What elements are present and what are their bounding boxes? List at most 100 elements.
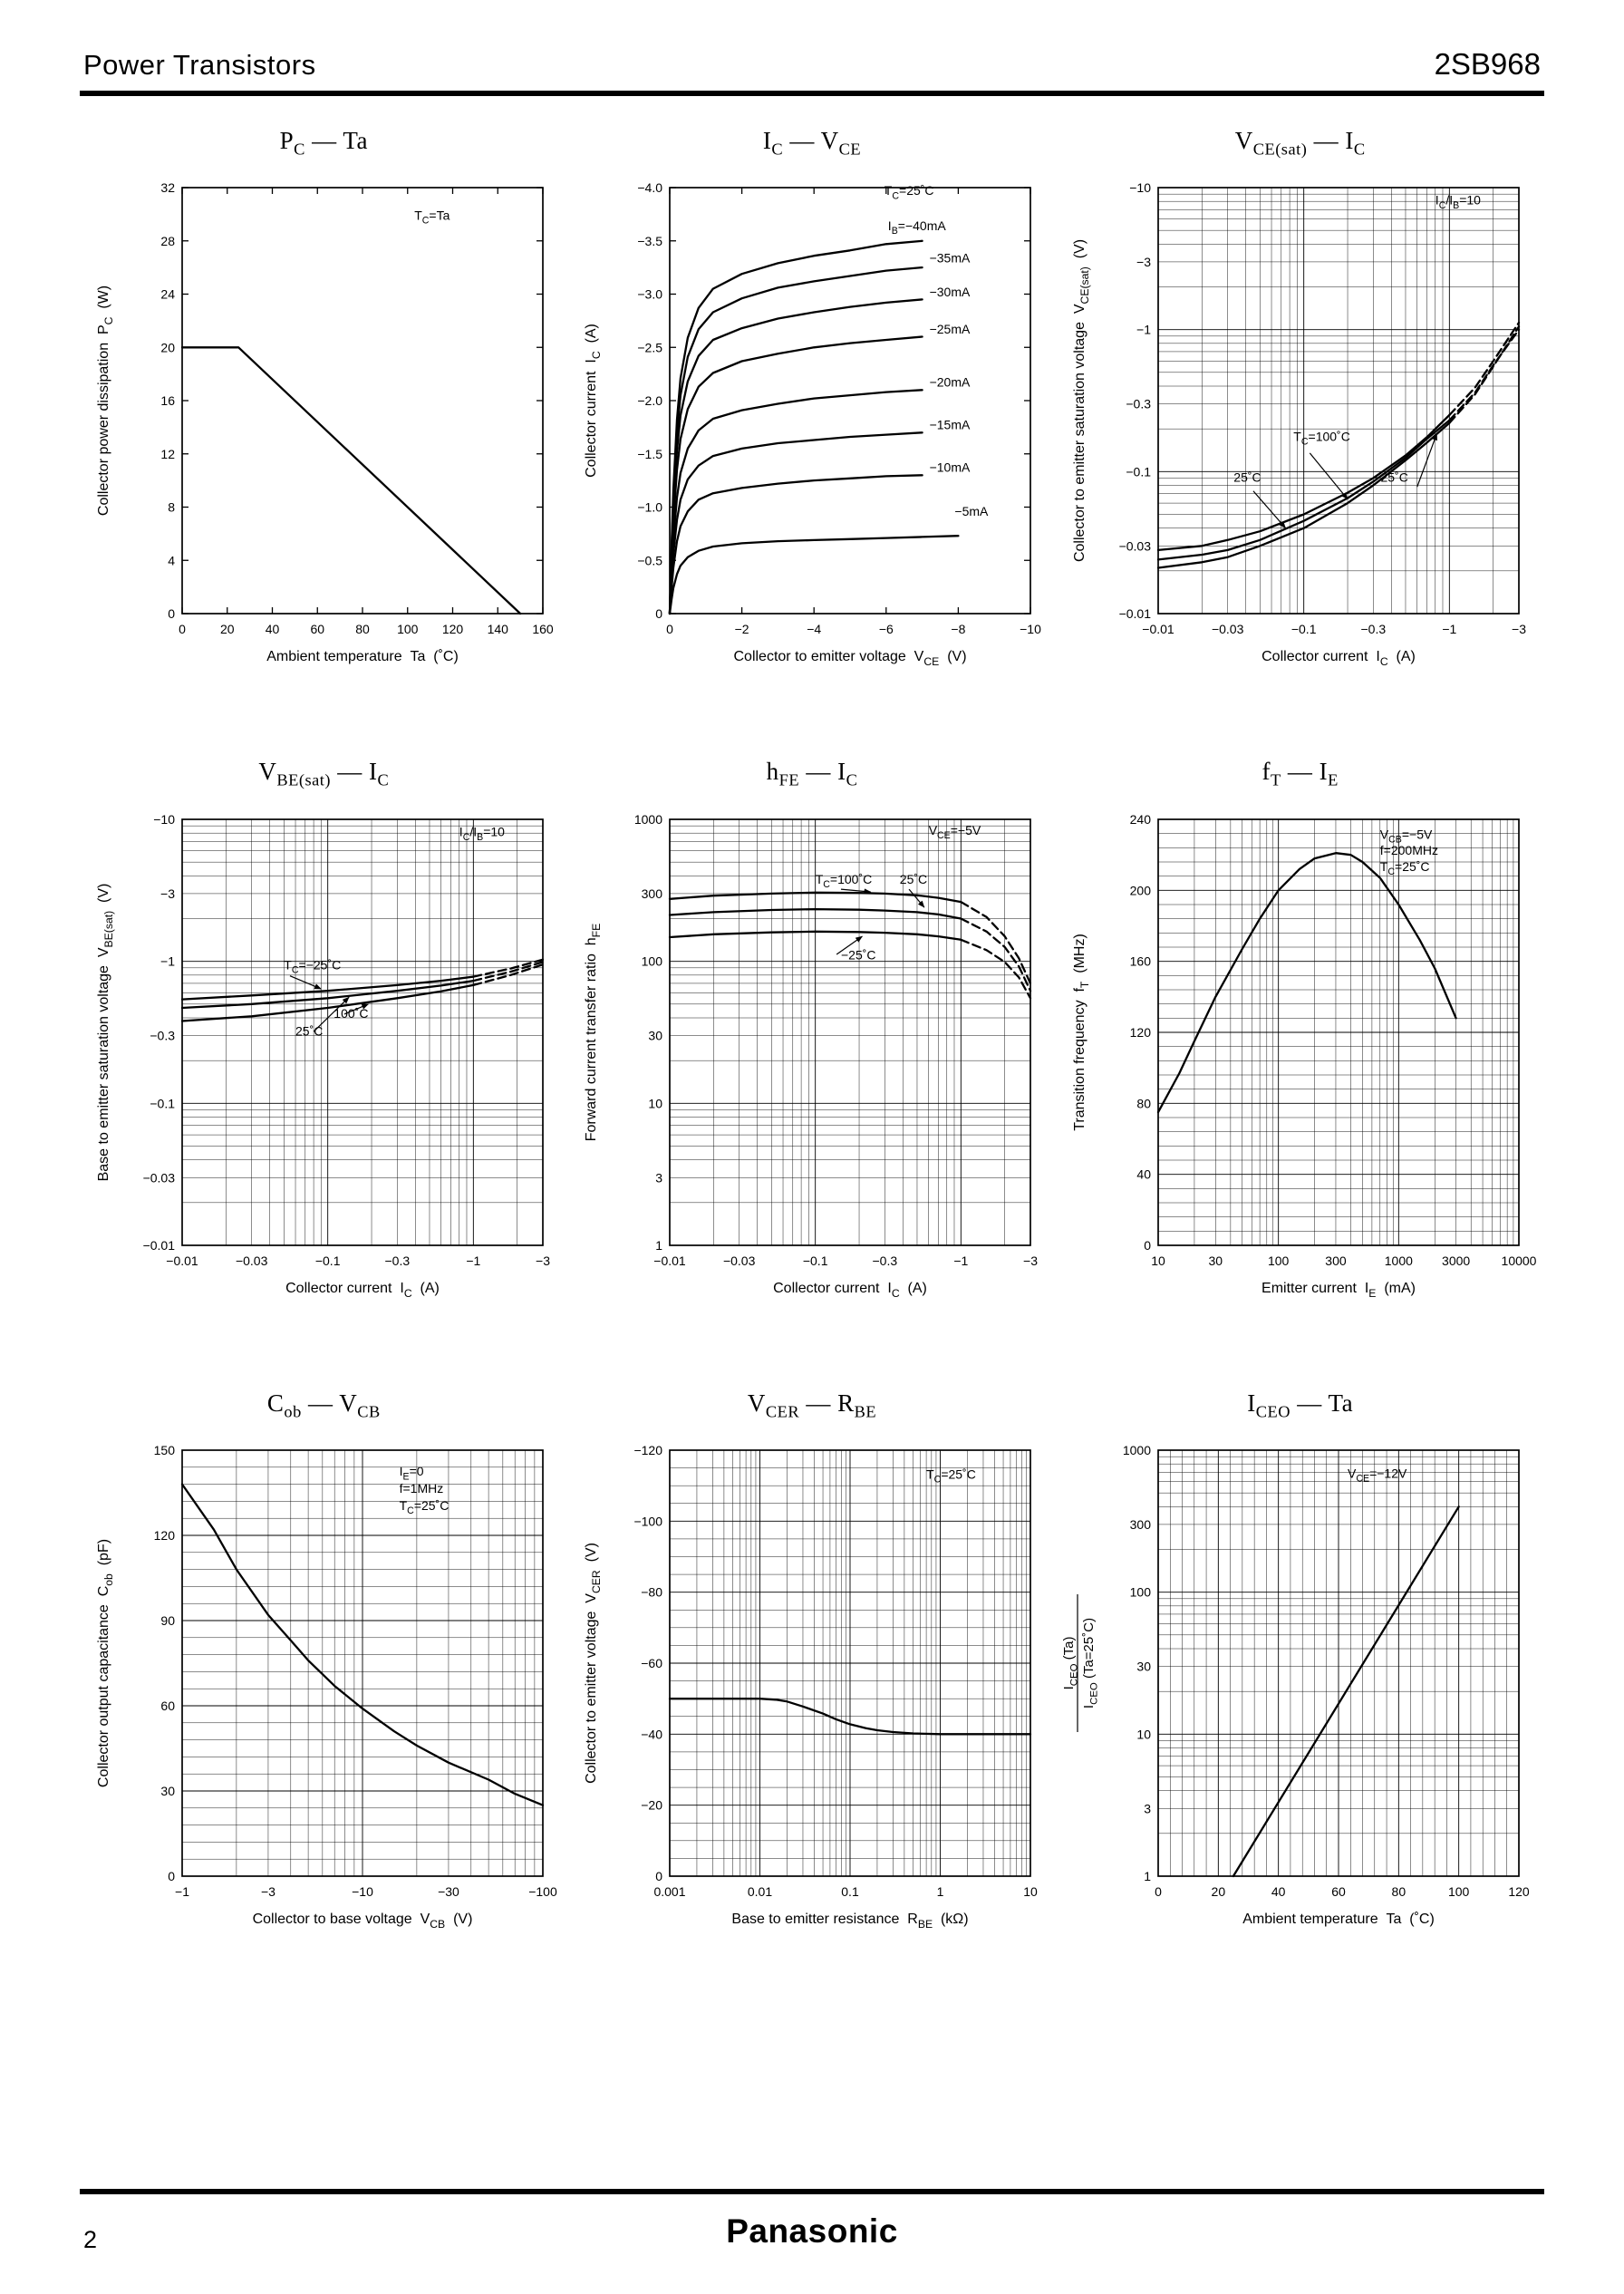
series-line <box>471 958 544 978</box>
chart-vcesat-ic: VCE(sat) — IC −0.01 −0.03 −0.1 −0.3 −1 −3 −0.01… <box>1057 127 1543 682</box>
annotation: TC=25˚C <box>927 1466 977 1485</box>
x-tick-label: 10 <box>1024 1884 1039 1899</box>
chart-cob-vcb-plot: −1 −3 −10 −30 −100 0 30 60 90 120 150 IE=0f=1MHz TC=… <box>96 1443 557 1931</box>
x-tick-label: −0.03 <box>1212 622 1244 636</box>
x-axis-label: Emitter current IE (mA) <box>1262 1281 1416 1300</box>
y-tick-label: 20 <box>160 341 175 355</box>
x-tick-label: −2 <box>735 622 749 636</box>
y-tick-label: −3 <box>1136 255 1151 269</box>
x-tick-label: 0.001 <box>654 1884 686 1899</box>
series-line <box>180 979 475 1009</box>
plot-border <box>1157 818 1521 1246</box>
svg-text:ICEO (Ta=25˚C): ICEO (Ta=25˚C) <box>1081 1618 1100 1708</box>
annotation: IB=−40mA <box>888 218 947 237</box>
series-line <box>669 474 924 615</box>
y-tick-label: 240 <box>1130 812 1152 827</box>
header-category: Power Transistors <box>83 49 316 81</box>
y-tick-label: 200 <box>1130 883 1152 897</box>
chart-vbesat-ic-plot: −0.01 −0.03 −0.1 −0.3 −1 −3 −0.01 −0.03 −0.1 −0.3… <box>96 812 550 1300</box>
y-tick-label: −10 <box>153 812 175 827</box>
y-tick-label: −3 <box>160 886 175 901</box>
y-tick-label: −0.5 <box>638 554 663 568</box>
plot-border <box>180 818 544 1246</box>
y-tick-label: 100 <box>1130 1585 1152 1600</box>
x-tick-label: 120 <box>442 622 464 636</box>
y-tick-label: 10 <box>649 1096 663 1110</box>
annotation: TC=100˚C <box>1293 430 1350 448</box>
x-tick-label: −0.3 <box>873 1253 898 1268</box>
plot-border <box>180 187 544 615</box>
chart-iceo-ta-plot: 0 20 40 60 80 100 120 1 3 10 30 100 300 1000 VCE=−12V A… <box>1061 1443 1530 1927</box>
annotation: −30mA <box>930 285 971 299</box>
y-tick-label: −0.03 <box>1119 539 1152 554</box>
y-tick-label: 0 <box>656 606 663 621</box>
y-tick-label: 300 <box>1130 1517 1152 1532</box>
x-tick-label: 140 <box>487 622 508 636</box>
x-axis-label: Collector current IC (A) <box>285 1281 440 1300</box>
x-tick-label: −3 <box>261 1884 276 1899</box>
annotation: −15mA <box>930 418 971 432</box>
x-tick-label: 0 <box>179 622 186 636</box>
x-tick-label: 0 <box>1155 1884 1162 1899</box>
x-tick-label: 0.01 <box>748 1884 772 1899</box>
x-tick-label: −6 <box>879 622 894 636</box>
plot-border <box>1157 187 1521 615</box>
annotation: f=200MHz <box>1380 843 1438 857</box>
annotation: VCE=−12V <box>1348 1466 1407 1485</box>
x-tick-label: 300 <box>1325 1253 1347 1268</box>
x-tick-label: 40 <box>1271 1884 1286 1899</box>
chart-title: IC — VCE <box>762 127 862 159</box>
chart-title: VCER — RBE <box>747 1389 877 1421</box>
y-tick-label: 0 <box>168 1869 175 1883</box>
chart-hfe-ic: hFE — IC −0.01 −0.03 −0.1 −0.3 −1 −3 1 3 10 30 100 3… <box>568 758 1055 1312</box>
annotation: TC=25˚C <box>399 1498 449 1516</box>
x-tick-label: −0.1 <box>1291 622 1317 636</box>
y-tick-label: 40 <box>1137 1166 1152 1181</box>
x-tick-label: 3000 <box>1442 1253 1470 1268</box>
y-tick-label: −60 <box>642 1656 663 1670</box>
y-axis-label: Collector to emitter voltage VCER (V) <box>584 1543 603 1784</box>
x-tick-label: −0.3 <box>1361 622 1387 636</box>
x-tick-label: 100 <box>1448 1884 1470 1899</box>
y-tick-label: 0 <box>1144 1238 1151 1253</box>
y-tick-label: −100 <box>634 1515 663 1529</box>
x-tick-label: 80 <box>1392 1884 1406 1899</box>
series-line <box>180 983 475 1022</box>
y-tick-label: 90 <box>160 1613 175 1628</box>
x-tick-label: −0.03 <box>236 1253 268 1268</box>
charts-grid: PC — Ta 0 20 40 60 80 100 120 140 160 0 4 8 12 16 20 24 2… <box>80 127 1544 2180</box>
y-tick-label: 28 <box>160 234 175 248</box>
y-tick-label: −0.3 <box>150 1028 175 1042</box>
y-tick-label: −1.0 <box>638 500 663 515</box>
y-tick-label: 24 <box>160 287 175 302</box>
x-tick-label: −8 <box>952 622 966 636</box>
annotation: VCB=−5V <box>1380 827 1433 845</box>
header-part-number: 2SB968 <box>1434 47 1541 81</box>
y-tick-label: 0 <box>168 606 175 621</box>
annotation: −5mA <box>955 504 990 518</box>
chart-vcer-rbe: VCER — RBE 0.001 0.01 0.1 1 10 0 −20 −40 −60 −80 −1… <box>568 1389 1055 1944</box>
y-tick-label: −120 <box>634 1443 663 1457</box>
series-line <box>1157 851 1457 1114</box>
series-line <box>669 298 924 615</box>
series-line <box>1157 421 1451 570</box>
x-tick-label: 120 <box>1508 1884 1530 1899</box>
plot-border <box>180 1449 544 1878</box>
series-line <box>669 431 924 615</box>
y-tick-label: −0.01 <box>1119 606 1152 621</box>
x-tick-label: 60 <box>310 622 324 636</box>
x-tick-label: −0.1 <box>315 1253 341 1268</box>
brand-logo: Panasonic <box>726 2212 898 2250</box>
series-line <box>1448 328 1521 422</box>
x-tick-label: −3 <box>1512 622 1526 636</box>
x-tick-label: −100 <box>528 1884 557 1899</box>
y-axis-label: Base to emitter saturation voltage VBE(s… <box>96 883 115 1181</box>
y-tick-label: −0.1 <box>1126 465 1152 479</box>
y-tick-label: 3 <box>1144 1801 1151 1815</box>
plot-border <box>1157 1449 1521 1878</box>
y-tick-label: −3.5 <box>638 234 663 248</box>
y-tick-label: −1.5 <box>638 447 663 461</box>
chart-pc-ta: PC — Ta 0 20 40 60 80 100 120 140 160 0 4 8 12 16 20 24 2… <box>81 127 567 682</box>
x-axis-label: Base to emitter resistance RBE (kΩ) <box>732 1912 969 1931</box>
x-tick-label: −0.03 <box>723 1253 756 1268</box>
